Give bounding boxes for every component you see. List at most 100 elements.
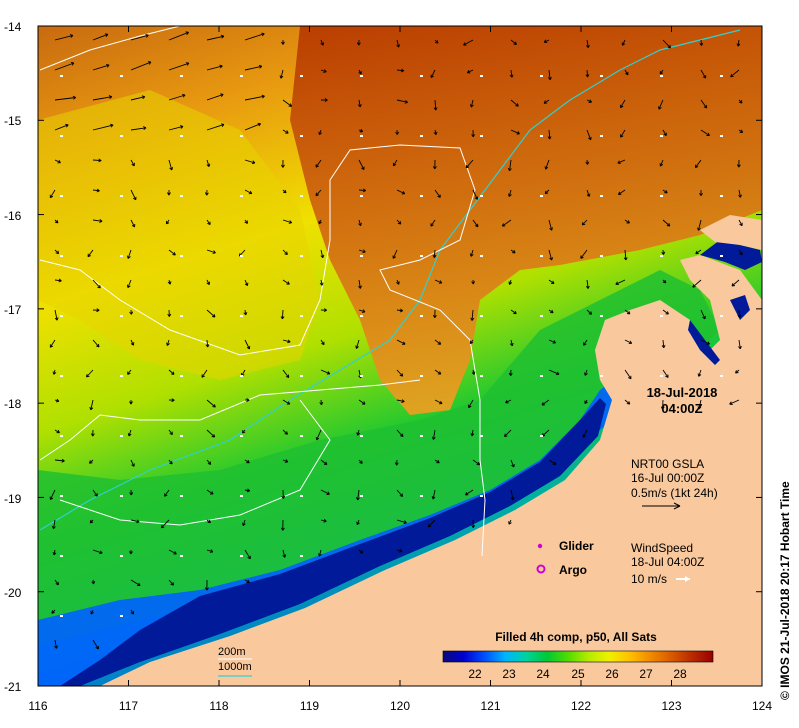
current-arrow: [510, 99, 519, 107]
current-arrow-head: [55, 250, 60, 255]
wind-marker: [240, 435, 243, 437]
current-arrow: [54, 579, 59, 586]
current-arrow-head: [729, 401, 733, 405]
current-arrow-head: [137, 582, 141, 586]
lat-label-14: -14: [4, 20, 22, 34]
lon-label-123: 123: [661, 699, 681, 713]
current-arrow-head: [171, 398, 175, 403]
current-arrow: [432, 489, 436, 500]
current-arrow-head: [261, 94, 265, 99]
current-arrow-head: [170, 582, 174, 586]
current-arrow: [318, 549, 322, 557]
current-arrow: [700, 99, 708, 109]
wind-marker: [660, 375, 663, 377]
current-arrow: [244, 33, 265, 41]
current-arrow-head: [515, 103, 519, 107]
plot-area: [38, 26, 762, 686]
current-arrow-head: [182, 93, 186, 98]
current-arrow-head: [738, 99, 743, 104]
current-arrow-head: [433, 107, 438, 111]
current-arrow: [358, 279, 361, 289]
current-arrow-head: [130, 342, 135, 346]
current-arrow-head: [211, 434, 216, 438]
current-arrow-head: [358, 71, 362, 75]
current-arrow: [168, 429, 173, 435]
current-arrow-head: [243, 312, 248, 316]
current-arrow-head: [356, 521, 360, 525]
current-arrow: [472, 459, 480, 466]
current-arrow-head: [399, 493, 404, 497]
current-arrow: [130, 34, 149, 41]
current-arrow-head: [65, 123, 69, 128]
current-arrow: [396, 309, 403, 312]
current-arrow: [355, 339, 360, 349]
current-arrow: [282, 99, 292, 107]
current-arrow-head: [207, 461, 212, 465]
current-arrow-head: [89, 519, 94, 524]
current-arrow-head: [706, 341, 710, 345]
current-arrow-head: [98, 158, 102, 163]
wind-legend-title: WindSpeed: [631, 541, 693, 555]
current-arrow-head: [541, 402, 546, 406]
current-arrow-head: [315, 192, 319, 197]
current-arrow: [320, 519, 327, 522]
wind-marker: [120, 195, 123, 197]
current-arrow: [504, 429, 512, 437]
current-arrow-head: [167, 281, 172, 285]
current-arrow-head: [550, 280, 555, 284]
current-arrow-head: [662, 279, 667, 284]
current-arrow: [130, 159, 135, 167]
current-arrow: [164, 489, 170, 497]
current-arrow: [463, 39, 474, 46]
current-arrow: [206, 123, 225, 131]
wind-marker: [360, 435, 363, 437]
wind-marker: [300, 195, 303, 197]
current-arrow: [357, 489, 360, 501]
current-arrow: [127, 369, 132, 375]
current-arrow: [168, 125, 184, 131]
current-arrow: [206, 35, 224, 41]
current-arrow-head: [95, 646, 99, 650]
current-arrow-head: [51, 525, 56, 530]
current-arrow-head: [257, 122, 261, 127]
current-arrow-head: [702, 75, 707, 79]
current-arrow-head: [246, 345, 251, 350]
current-arrow-head: [399, 308, 403, 313]
current-arrow: [130, 459, 135, 467]
current-arrow: [662, 129, 667, 136]
current-arrow: [130, 519, 140, 523]
current-arrow: [130, 579, 141, 586]
current-arrow: [396, 99, 408, 103]
current-arrow: [465, 159, 474, 169]
wind-marker: [720, 75, 723, 77]
lat-label-20: -20: [4, 586, 22, 600]
current-arrow-head: [104, 33, 109, 37]
current-arrow-head: [169, 460, 173, 465]
current-arrow: [544, 189, 550, 194]
current-arrow-head: [439, 400, 443, 405]
current-arrow: [700, 339, 710, 345]
current-arrow-head: [739, 251, 743, 256]
current-arrow: [731, 279, 740, 287]
wind-marker: [540, 135, 543, 137]
current-arrow-head: [185, 62, 190, 66]
current-arrow-head: [130, 611, 135, 615]
current-arrow: [434, 189, 441, 198]
current-arrow-head: [431, 496, 436, 500]
current-arrow-head: [284, 459, 289, 463]
wind-marker: [420, 195, 423, 197]
current-arrow-head: [87, 253, 91, 258]
current-arrow-head: [400, 433, 404, 438]
current-arrow-head: [664, 190, 668, 194]
current-arrow-head: [585, 44, 590, 49]
current-arrow: [127, 279, 132, 288]
current-arrow: [434, 279, 442, 284]
contour-1000m-c: [39, 379, 421, 461]
current-arrow-head: [246, 488, 251, 493]
current-arrow: [396, 39, 400, 48]
timestamp-date: 18-Jul-2018: [647, 385, 718, 400]
current-arrow-head: [509, 74, 514, 78]
current-arrow-head: [110, 123, 114, 128]
current-arrow-head: [143, 126, 147, 131]
current-arrow: [92, 159, 102, 162]
